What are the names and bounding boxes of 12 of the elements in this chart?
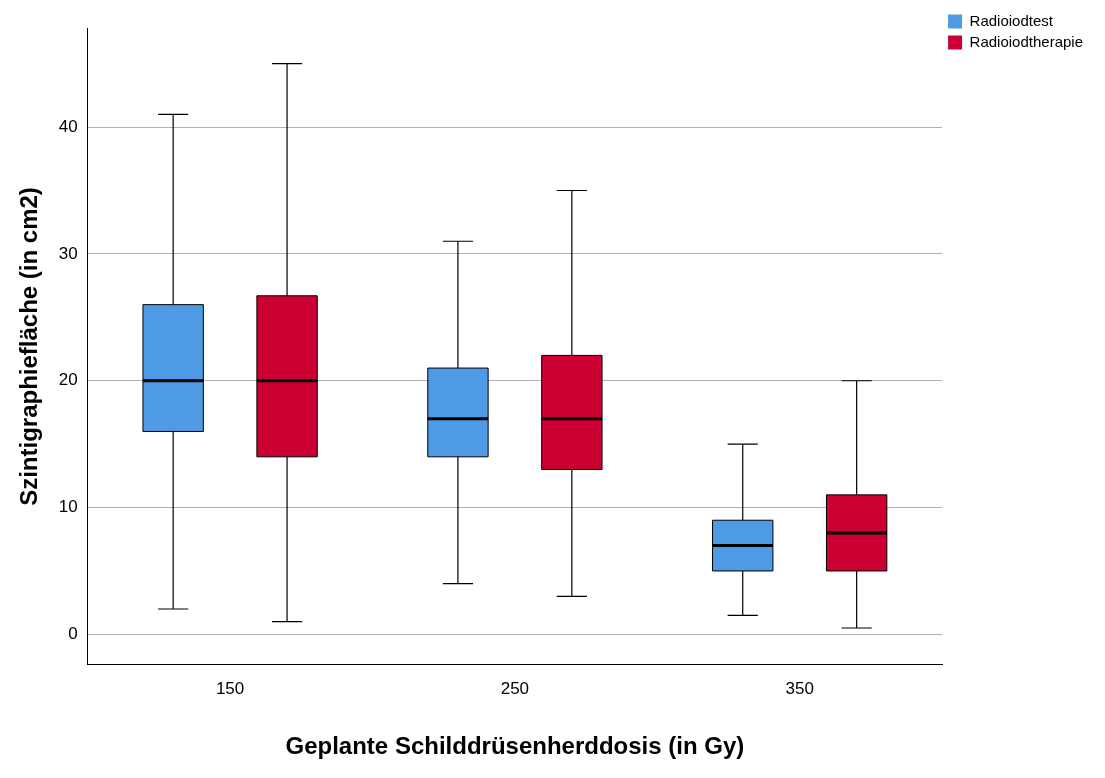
- x-tick-label: 250: [500, 678, 530, 698]
- y-tick-label: 0: [68, 624, 78, 644]
- y-axis-title: Szintigraphiefläche (in cm2): [15, 187, 43, 506]
- legend-label: Radioiodtherapie: [969, 32, 1084, 50]
- y-tick-label: 10: [58, 497, 78, 517]
- x-axis-title: Geplante Schilddrüsenherddosis (in Gy): [285, 732, 745, 760]
- y-tick-label: 30: [58, 243, 78, 263]
- y-tick-label: 40: [58, 116, 78, 136]
- legend-label: Radioiodtest: [969, 11, 1054, 29]
- x-tick-label: 150: [215, 678, 245, 698]
- y-tick-label: 20: [58, 370, 78, 390]
- x-tick-label: 350: [785, 678, 814, 698]
